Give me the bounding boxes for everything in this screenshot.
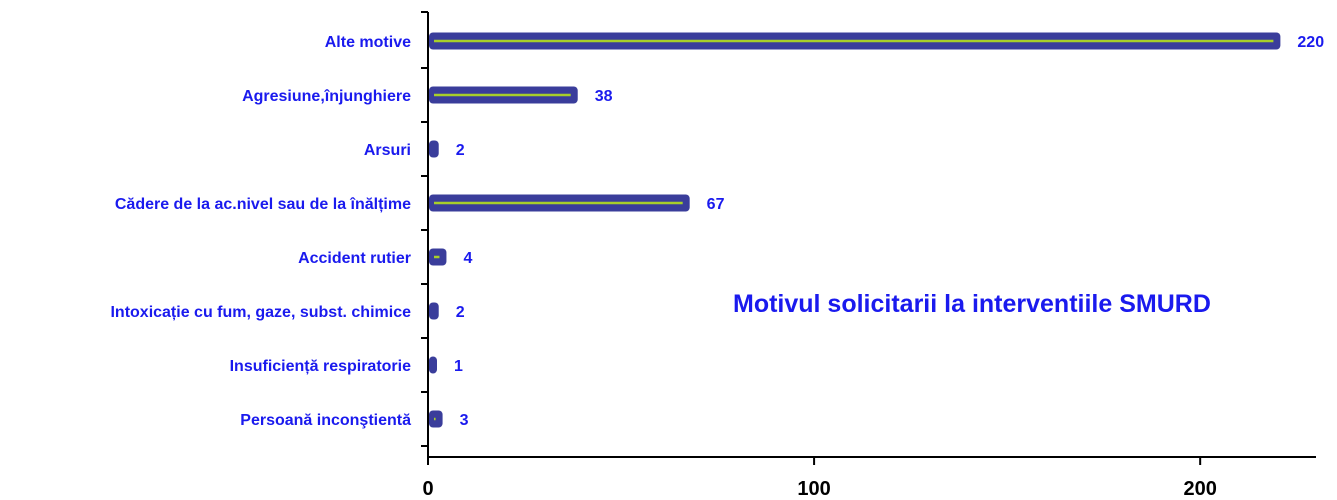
category-label-7: Persoană inconştientă [240,412,411,429]
value-label-1: 38 [595,88,613,105]
labels-layer: 220 Alte motive 38 Agresiune,înjunghiere 2 Ar… [110,34,1324,429]
bar-2 [429,140,439,158]
value-label-4: 4 [463,250,472,267]
value-label-7: 3 [460,412,469,429]
value-label-6: 1 [454,358,463,375]
value-label-5: 2 [456,304,465,321]
x-tick-label-0: 0 [422,478,433,500]
value-label-2: 2 [456,142,465,159]
bar-5 [429,302,439,320]
category-label-4: Accident rutier [298,250,411,267]
x-tick-label-2: 200 [1183,478,1216,500]
bar-6 [429,356,437,374]
x-tick-label-1: 100 [797,478,830,500]
value-label-3: 67 [707,196,725,213]
bars-layer [429,32,1281,428]
category-label-1: Agresiune,înjunghiere [242,88,411,105]
category-label-3: Cădere de la ac.nivel sau de la înălțime [115,196,411,213]
axes-layer: 0 100 200 [421,11,1316,500]
category-label-2: Arsuri [364,142,411,159]
category-label-0: Alte motive [325,34,411,51]
category-label-5: Intoxicație cu fum, gaze, subst. chimice [110,304,411,321]
value-label-0: 220 [1297,34,1324,51]
bar-7 [429,410,443,428]
chart-title: Motivul solicitarii la interventiile SMU… [733,290,1211,318]
category-label-6: Insuficiență respiratorie [230,358,411,375]
